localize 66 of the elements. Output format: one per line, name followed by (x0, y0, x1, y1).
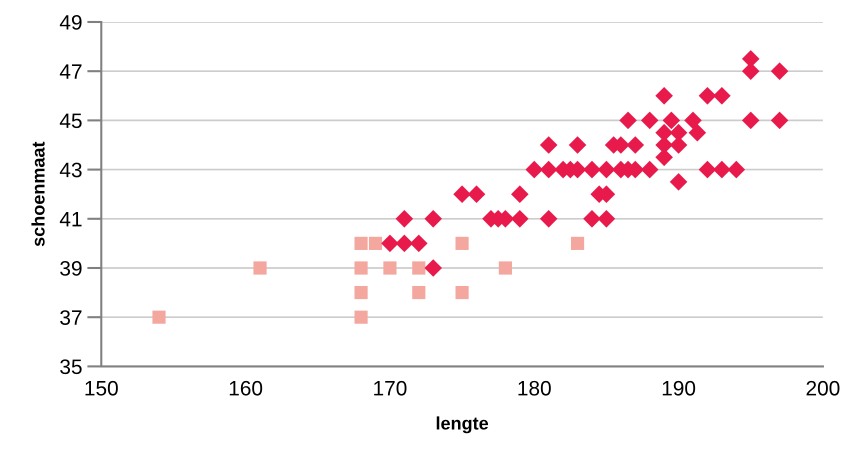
y-tick-label: 35 (60, 359, 82, 374)
point (619, 112, 637, 130)
point (424, 210, 442, 228)
point (640, 160, 658, 178)
point (626, 136, 644, 154)
point (770, 112, 788, 130)
point (456, 236, 469, 250)
point (742, 112, 760, 130)
point (354, 286, 368, 300)
point (568, 136, 586, 154)
point (396, 234, 414, 252)
y-tick-label: 37 (60, 310, 82, 325)
y-tick-label: 49 (60, 14, 82, 30)
x-tick-label: 160 (230, 380, 262, 396)
y-tick-label: 41 (60, 212, 82, 226)
point (570, 236, 584, 250)
x-tick-label: 180 (518, 380, 551, 396)
point (684, 112, 702, 130)
x-tick-label: 170 (374, 380, 406, 396)
y-tick-label: 43 (60, 162, 82, 178)
point (583, 210, 601, 228)
point (354, 310, 368, 324)
y-tick-label: 39 (60, 260, 82, 276)
point (713, 87, 731, 105)
point (498, 261, 512, 275)
point (511, 185, 529, 203)
y-tick-label: 47 (60, 64, 82, 79)
point (598, 210, 616, 228)
point (540, 136, 558, 154)
point (598, 160, 616, 178)
point (453, 185, 471, 203)
point (368, 236, 382, 250)
point (525, 160, 544, 178)
point (468, 185, 486, 203)
point (583, 160, 601, 178)
x-tick-label: 150 (85, 380, 118, 396)
point (456, 286, 469, 300)
point (354, 236, 368, 250)
point (424, 259, 442, 277)
point (354, 261, 368, 275)
point (688, 124, 706, 142)
point (655, 87, 673, 105)
x-axis-title: lengte (436, 416, 488, 434)
point (383, 261, 397, 275)
point (662, 112, 680, 130)
point (412, 261, 426, 275)
point (728, 160, 746, 178)
point (152, 310, 166, 324)
point (511, 210, 529, 228)
point (698, 160, 716, 178)
y-axis-title: schoenmaat (31, 142, 45, 246)
point (381, 234, 399, 252)
point (670, 173, 688, 191)
point (410, 234, 428, 252)
point (640, 112, 658, 130)
point (698, 87, 716, 105)
point (540, 160, 558, 178)
point (770, 62, 788, 80)
point (412, 286, 426, 300)
point (713, 160, 731, 178)
point (396, 210, 414, 228)
x-tick-label: 200 (806, 380, 840, 396)
point (540, 210, 558, 228)
x-tick-label: 190 (662, 380, 696, 396)
point (253, 261, 267, 275)
y-tick-label: 45 (60, 114, 82, 128)
